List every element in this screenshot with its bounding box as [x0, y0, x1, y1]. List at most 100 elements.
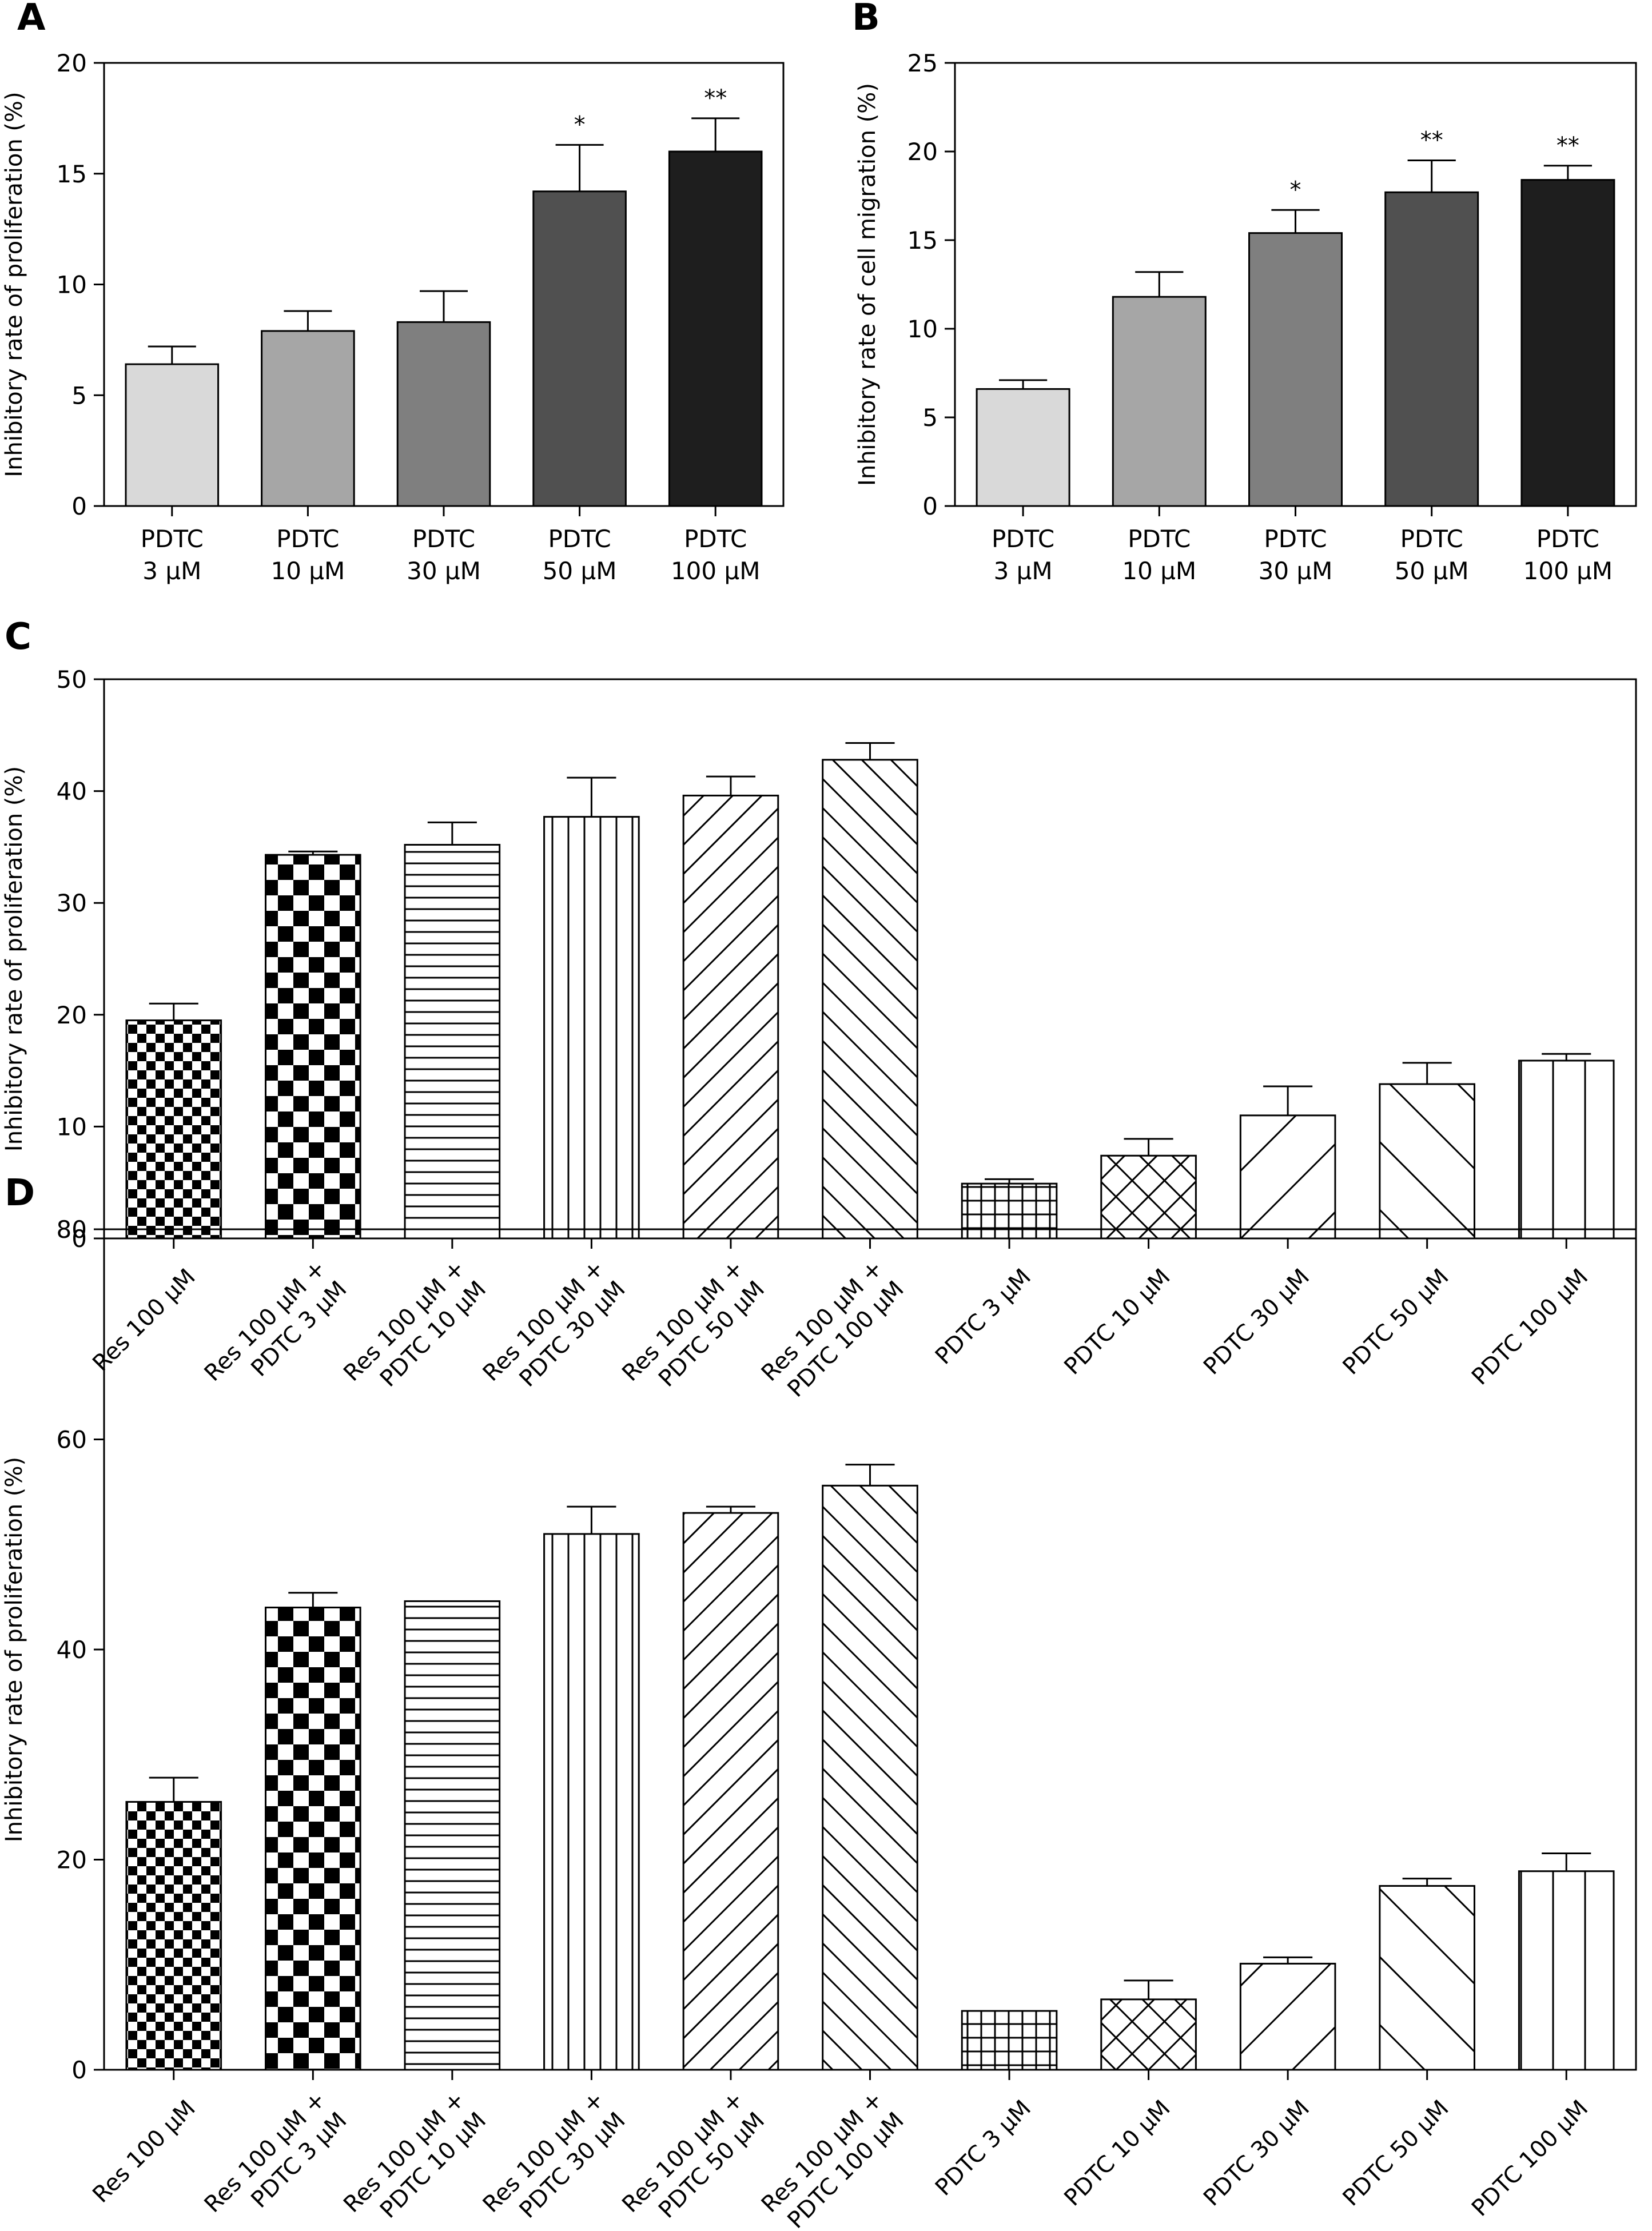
panel-a: A 0 5 10 15 20 Inhibitory rate of proliferatio…	[1, 0, 785, 585]
bar	[1100, 1154, 1197, 1240]
y-tick-label: 20	[907, 138, 938, 166]
bar	[961, 1182, 1058, 1240]
panel-label: D	[5, 1172, 35, 1214]
x-tick-label: PDTC	[1536, 525, 1599, 553]
x-tick-label-group: Res 100 μM +PDTC 50 μM	[617, 1255, 770, 1392]
significance-mark: *	[1290, 177, 1301, 203]
y-tick-label: 0	[922, 492, 938, 520]
x-tick-label: PDTC	[684, 525, 747, 553]
y-tick-label: 60	[57, 1426, 87, 1454]
y-tick-label: 5	[71, 381, 87, 409]
significance-mark: *	[574, 111, 586, 138]
y-tick-label: 40	[57, 778, 87, 806]
x-tick-label-group: PDTC 100 μM	[1467, 2095, 1593, 2221]
x-tick-label: PDTC 10 μM	[1059, 2095, 1175, 2211]
bar	[261, 330, 355, 507]
bar	[1384, 191, 1479, 507]
bar	[1379, 1885, 1475, 2071]
y-tick-label: 20	[57, 1846, 87, 1874]
x-tick-label-group: Res 100 μM +PDTC 100 μM	[757, 1255, 909, 1403]
bar	[1239, 1114, 1336, 1240]
x-tick-label: 10 μM	[271, 557, 345, 585]
y-tick-label: 50	[57, 666, 87, 694]
bar	[1518, 1870, 1615, 2071]
x-tick-label-group: Res 100 μM +PDTC 3 μM	[200, 2086, 352, 2218]
x-tick-label: 30 μM	[1259, 557, 1333, 585]
x-tick-label-group: PDTC 30 μM	[1199, 2095, 1315, 2211]
bar	[1520, 179, 1615, 507]
x-tick-label: PDTC 100 μM	[1467, 2095, 1593, 2221]
x-tick-label-group: Res 100 μM +PDTC 10 μM	[339, 1255, 491, 1392]
x-tick-label-group: PDTC 100 μM	[1467, 1264, 1593, 1390]
x-tick-label: PDTC 10 μM	[1059, 1264, 1175, 1380]
bar	[1239, 1962, 1336, 2071]
panel-label: A	[17, 0, 46, 39]
x-tick-label-group: PDTC 50 μM	[1338, 1264, 1454, 1380]
y-axis-label: Inhibitory rate of cell migration (%)	[854, 83, 881, 486]
y-tick-label: 20	[57, 49, 87, 77]
y-tick-label: 10	[907, 315, 938, 343]
x-tick-label-group: PDTC 3 μM	[930, 1264, 1036, 1369]
panel-label: B	[852, 0, 880, 39]
bar	[1248, 232, 1343, 507]
bar	[1100, 1998, 1197, 2071]
bar	[682, 794, 779, 1240]
x-tick-label: 50 μM	[1395, 557, 1469, 585]
x-tick-label: 3 μM	[994, 557, 1053, 585]
x-tick-label: PDTC 30 μM	[1199, 2095, 1315, 2211]
bar	[125, 1019, 222, 1240]
bar	[822, 759, 918, 1240]
x-tick-label: 100 μM	[1523, 557, 1613, 585]
bar	[404, 843, 501, 1240]
bar	[668, 150, 763, 507]
x-tick-label: PDTC 3 μM	[930, 2095, 1036, 2201]
y-tick-label: 15	[907, 226, 938, 254]
x-tick-label-group: PDTC 30 μM	[1199, 1264, 1315, 1380]
x-tick-label: PDTC	[992, 525, 1054, 553]
y-tick-label: 0	[71, 2056, 87, 2084]
y-axis-label: Inhibitory rate of proliferation (%)	[1, 91, 27, 477]
bar	[396, 321, 491, 507]
x-tick-label: PDTC 50 μM	[1338, 2095, 1454, 2211]
bar	[822, 1484, 918, 2071]
y-tick-label: 10	[57, 271, 87, 299]
bar	[125, 1800, 222, 2071]
bar	[1518, 1059, 1615, 1240]
x-tick-label-group: PDTC 10 μM	[1059, 1264, 1175, 1380]
bar	[543, 816, 640, 1240]
x-tick-label-group: PDTC 3 μM	[930, 2095, 1036, 2201]
x-tick-label-group: PDTC 50 μM	[1338, 2095, 1454, 2211]
significance-mark: **	[704, 85, 727, 111]
bar	[265, 1607, 361, 2071]
bar	[125, 363, 220, 507]
x-tick-label: 30 μM	[407, 557, 481, 585]
x-tick-label: 3 μM	[142, 557, 201, 585]
y-tick-label: 0	[71, 1225, 87, 1253]
x-tick-label-group: PDTC 10 μM	[1059, 2095, 1175, 2211]
y-axis-label: Inhibitory rate of proliferation (%)	[1, 766, 27, 1152]
x-tick-label: PDTC	[276, 525, 339, 553]
x-tick-label: PDTC	[1400, 525, 1463, 553]
significance-mark: **	[1557, 133, 1579, 159]
x-tick-label: PDTC 50 μM	[1338, 1264, 1454, 1380]
x-tick-label: PDTC	[1264, 525, 1327, 553]
y-axis-label: Inhibitory rate of proliferation (%)	[1, 1457, 27, 1842]
x-tick-label-group: Res 100 μM	[87, 2095, 200, 2208]
y-tick-label: 15	[57, 160, 87, 188]
panel-label: C	[5, 616, 31, 658]
bar	[1379, 1083, 1475, 1240]
significance-mark: **	[1420, 128, 1443, 154]
panel-c: C 0 10 20 30 40 50 Inhibitory rate of prolifera…	[1, 616, 1637, 1403]
bar	[1112, 296, 1207, 507]
x-tick-label-group: Res 100 μM +PDTC 3 μM	[200, 1255, 352, 1387]
x-tick-label-group: Res 100 μM +PDTC 30 μM	[478, 2086, 631, 2224]
y-tick-label: 20	[57, 1001, 87, 1029]
x-tick-label-group: Res 100 μM +PDTC 50 μM	[617, 2086, 770, 2224]
bar	[532, 190, 627, 507]
x-tick-label: PDTC	[141, 525, 204, 553]
x-tick-label: PDTC	[1128, 525, 1191, 553]
x-tick-label: 100 μM	[671, 557, 760, 585]
y-tick-label: 5	[922, 404, 938, 432]
bar	[265, 854, 361, 1240]
x-tick-label-group: Res 100 μM +PDTC 100 μM	[757, 2086, 909, 2231]
